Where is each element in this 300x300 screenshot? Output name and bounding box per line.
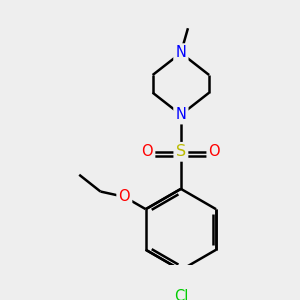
Text: N: N: [176, 107, 186, 122]
Text: N: N: [176, 46, 186, 61]
Text: O: O: [142, 144, 153, 159]
Text: O: O: [118, 189, 130, 204]
Text: O: O: [208, 144, 220, 159]
Text: S: S: [176, 144, 186, 159]
Text: Cl: Cl: [174, 289, 188, 300]
